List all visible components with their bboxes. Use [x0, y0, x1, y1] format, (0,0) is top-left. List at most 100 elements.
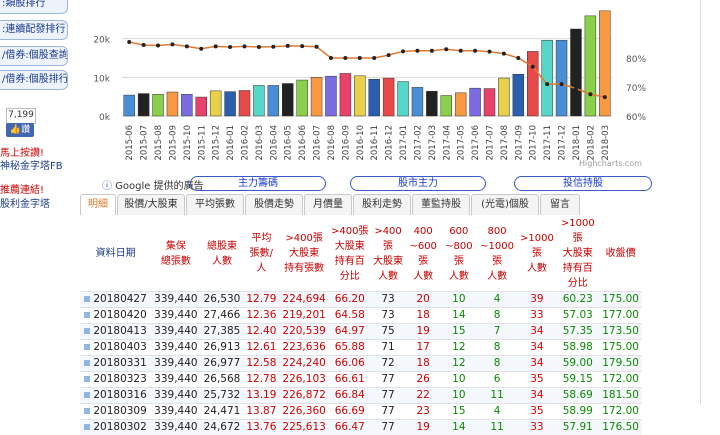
cell-bign: 71: [371, 340, 406, 356]
fb-like-count: 7,199: [6, 108, 36, 124]
cell-avg: 12.40: [243, 324, 279, 340]
cell-r1: 19: [405, 420, 441, 435]
col-close: 收盤價: [599, 216, 642, 292]
cell-r2: 15: [441, 404, 477, 420]
line-point: [387, 53, 391, 57]
cell-date: 20180331: [80, 356, 151, 372]
col-big-pct: >400張大股東持有百分比: [329, 216, 371, 292]
chart-bar: [297, 80, 308, 116]
row-marker-icon: [84, 312, 90, 318]
ad-link-main-chips[interactable]: 主力籌碼: [190, 176, 326, 191]
chart-bar: [441, 96, 452, 116]
line-point: [343, 56, 347, 60]
chart-bar: [412, 87, 423, 116]
sidebar-item-label: :連續配發排行: [2, 24, 65, 35]
tab-label: 股價走勢: [254, 199, 294, 210]
cell-total: 339,440: [151, 404, 200, 420]
chart-bar: [585, 16, 596, 116]
tab-dividend-trend[interactable]: 股利走勢: [353, 194, 411, 215]
tab-detail[interactable]: 明細: [80, 194, 116, 215]
chart-bar: [138, 94, 149, 116]
x-tick-label: 2017-06: [471, 125, 481, 161]
tab-price-trend[interactable]: 股價走勢: [245, 194, 303, 215]
chart-bar: [513, 74, 524, 116]
cell-close: 173.50: [599, 324, 642, 340]
line-point: [401, 49, 405, 53]
x-tick-label: 2017-12: [558, 125, 568, 161]
sidebar-item-sector-ranking[interactable]: :類股排行: [0, 0, 68, 14]
tab-label: 股利走勢: [362, 199, 402, 210]
x-tick-label: 2017-11: [543, 125, 553, 161]
cell-bign: 77: [371, 388, 406, 404]
line-point: [358, 56, 362, 60]
chart-bar: [455, 93, 466, 116]
ad-link-label: 股市主力: [398, 178, 438, 189]
cell-bign: 72: [371, 356, 406, 372]
cell-r1: 19: [405, 324, 441, 340]
x-tick-label: 2017-08: [500, 125, 510, 161]
col-400-600: 400~600張人數: [405, 216, 441, 292]
cell-date: 20180309: [80, 404, 151, 420]
cell-k: 33: [518, 420, 557, 435]
x-tick-label: 2017-07: [486, 125, 496, 161]
cell-close: 172.00: [599, 372, 642, 388]
cell-r3: 4: [477, 404, 518, 420]
tab-director-holdings[interactable]: 董監持股: [412, 194, 470, 215]
chart-bar: [470, 88, 481, 116]
tab-avg-lots[interactable]: 平均張數: [186, 194, 244, 215]
tab-monthly-volume[interactable]: 月價量: [304, 194, 352, 215]
chart-bar: [253, 85, 264, 116]
row-marker-icon: [84, 408, 90, 414]
row-marker-icon: [84, 360, 90, 366]
chart-bar: [181, 94, 192, 116]
cell-avg: 12.36: [243, 308, 279, 324]
cell-k: 34: [518, 340, 557, 356]
sidebar-item-dividend-ranking[interactable]: :連續配發排行: [0, 20, 68, 40]
fb-page-link[interactable]: 神秘金字塔FB: [0, 157, 63, 172]
col-600-800: 600~800張人數: [441, 216, 477, 292]
col-1000-count: >1000張人數: [518, 216, 557, 292]
ad-link-market-main[interactable]: 股市主力: [350, 176, 486, 191]
chart-bar: [484, 89, 495, 116]
line-point: [286, 44, 290, 48]
cell-total: 339,440: [151, 324, 200, 340]
cell-r2: 14: [441, 420, 477, 435]
x-tick-label: 2015-07: [140, 125, 150, 161]
cell-kp: 58.98: [556, 340, 599, 356]
ad-link-trust-holdings[interactable]: 投信持股: [514, 176, 652, 191]
cell-close: 176.50: [599, 420, 642, 435]
x-tick-label: 2016-06: [298, 125, 308, 161]
sidebar-item-lending-query[interactable]: /借券:個股查詢: [0, 46, 68, 66]
cell-pct: 66.06: [329, 356, 371, 372]
cell-kp: 58.69: [556, 388, 599, 404]
cell-avg: 13.87: [243, 404, 279, 420]
cell-r2: 12: [441, 356, 477, 372]
y-tick-label: 0k: [99, 113, 111, 123]
cell-pct: 66.61: [329, 372, 371, 388]
tab-optoelectronics[interactable]: (光電)個股: [471, 194, 539, 215]
line-point: [459, 49, 463, 53]
cell-pct: 64.97: [329, 324, 371, 340]
table-header-row: 資料日期 集保總張數 總股東人數 平均張數/人 >400張大股東持有張數 >40…: [80, 216, 642, 292]
cell-date: 20180302: [80, 420, 151, 435]
cell-r3: 6: [477, 372, 518, 388]
holders-table: 資料日期 集保總張數 總股東人數 平均張數/人 >400張大股東持有張數 >40…: [80, 216, 642, 435]
fb-like-button[interactable]: 👍讚: [6, 123, 34, 137]
cell-k: 35: [518, 404, 557, 420]
cell-close: 181.50: [599, 388, 642, 404]
line-point: [603, 95, 607, 99]
col-800-1000: 800~1000張人數: [477, 216, 518, 292]
cell-pct: 66.20: [329, 292, 371, 308]
cell-total: 339,440: [151, 388, 200, 404]
sidebar-item-label: /借券:個股排行: [2, 74, 68, 85]
dividend-pyramid-link[interactable]: 股利金字塔: [0, 195, 50, 210]
tab-price-holders[interactable]: 股價/大股東: [117, 194, 185, 215]
chart-bar: [426, 91, 437, 116]
sidebar-item-lending-ranking[interactable]: /借券:個股排行: [0, 70, 68, 90]
cell-holders: 26,530: [201, 292, 244, 308]
tab-comments[interactable]: 留言: [540, 194, 580, 215]
cell-avg: 13.19: [243, 388, 279, 404]
cell-pct: 64.58: [329, 308, 371, 324]
